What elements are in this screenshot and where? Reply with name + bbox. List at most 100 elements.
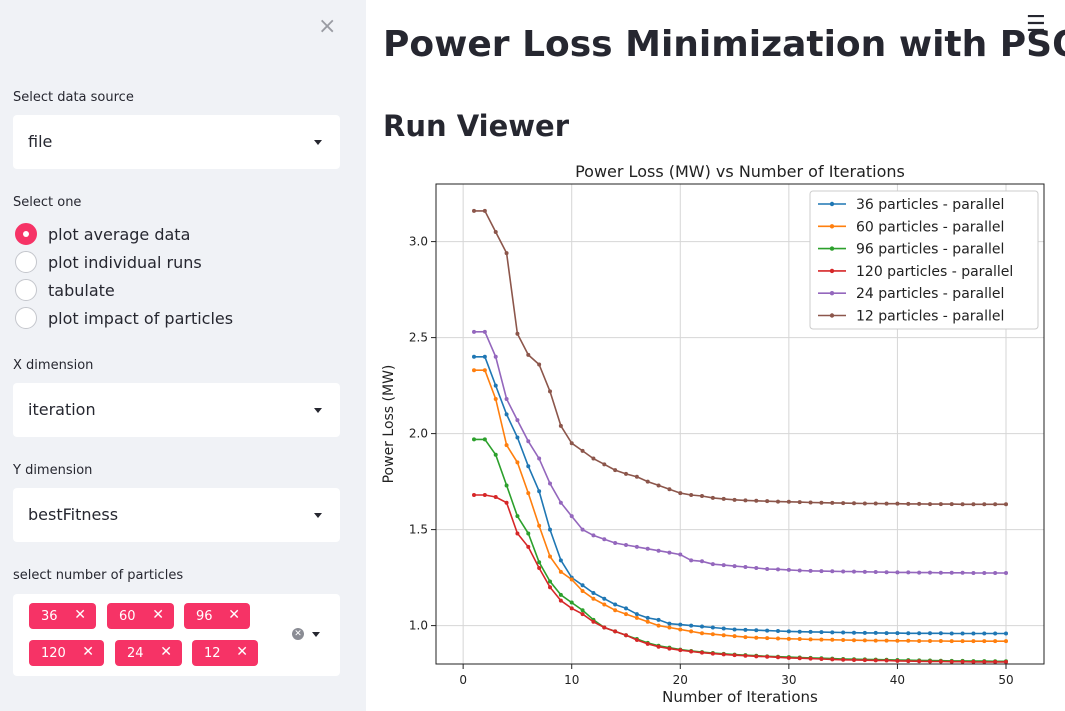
data-point <box>884 570 889 575</box>
data-point <box>472 208 476 213</box>
data-point <box>841 657 846 662</box>
close-sidebar-icon[interactable]: × <box>318 14 337 39</box>
legend-label: 60 particles - parallel <box>856 219 1004 235</box>
data-point <box>721 633 726 638</box>
data-point <box>591 590 596 595</box>
data-point <box>884 658 889 663</box>
data-point <box>624 612 628 617</box>
x-dimension-label: X dimension <box>13 358 94 373</box>
data-point <box>526 439 531 444</box>
data-point <box>634 615 639 620</box>
x-dimension-select[interactable]: iteration <box>13 383 340 437</box>
chart-grid <box>436 184 1044 664</box>
chevron-down-icon <box>314 140 322 145</box>
remove-tag-icon[interactable]: ✕ <box>236 644 248 660</box>
chevron-down-icon <box>314 513 322 518</box>
particle-tag-label: 24 <box>127 645 144 661</box>
data-point <box>960 631 965 636</box>
y-dimension-select[interactable]: bestFitness <box>13 488 340 542</box>
data-point <box>493 397 498 402</box>
data-point <box>971 631 976 636</box>
radio-unselected-icon[interactable] <box>15 307 37 329</box>
data-point <box>493 354 498 359</box>
data-point <box>928 659 932 664</box>
radio-plot-impact-of-particles[interactable]: plot impact of particles <box>15 306 233 330</box>
data-point <box>482 354 487 359</box>
data-point <box>754 498 759 503</box>
radio-plot-average-data[interactable]: plot average data <box>15 222 190 246</box>
data-point <box>797 568 802 573</box>
radio-unselected-icon[interactable] <box>15 279 37 301</box>
data-point <box>830 500 835 505</box>
clear-all-icon[interactable]: ✕ <box>292 628 304 640</box>
data-point <box>613 541 618 546</box>
data-point <box>852 569 856 574</box>
radio-plot-individual-runs[interactable]: plot individual runs <box>15 250 202 274</box>
data-point <box>895 570 900 575</box>
data-point <box>569 441 574 446</box>
data-point <box>580 527 585 532</box>
data-point <box>613 608 618 613</box>
data-point <box>993 502 998 507</box>
data-point <box>678 552 683 557</box>
remove-tag-icon[interactable]: ✕ <box>160 644 172 660</box>
data-point <box>754 635 759 640</box>
data-point <box>700 494 704 498</box>
data-point <box>591 533 596 538</box>
data-point <box>808 629 813 634</box>
data-point <box>667 550 672 555</box>
particles-multiselect[interactable]: 36 ✕ 60 ✕ 96 ✕ 120 ✕ 24 ✕ 12 ✕ ✕ <box>13 594 340 676</box>
data-point <box>830 630 835 635</box>
chevron-down-icon <box>314 408 322 413</box>
data-point <box>938 638 943 643</box>
data-point <box>558 598 563 603</box>
data-point <box>776 655 780 660</box>
particle-tag: 60 ✕ <box>107 603 174 629</box>
data-point <box>786 636 791 641</box>
hamburger-menu-icon[interactable]: ☰ <box>1026 12 1046 37</box>
data-point <box>634 612 639 617</box>
remove-tag-icon[interactable]: ✕ <box>74 607 86 623</box>
chevron-down-icon[interactable] <box>312 632 320 637</box>
data-point <box>884 638 889 643</box>
data-point <box>906 638 911 643</box>
data-point <box>819 657 824 662</box>
radio-unselected-icon[interactable] <box>15 251 37 273</box>
data-point <box>873 638 878 643</box>
data-point <box>852 501 856 506</box>
data-point <box>830 637 835 642</box>
y-tick-label: 2.5 <box>409 331 428 345</box>
data-point <box>786 567 791 572</box>
data-point <box>743 565 748 570</box>
remove-tag-icon[interactable]: ✕ <box>228 607 240 623</box>
data-point <box>504 443 509 448</box>
data-point <box>526 464 531 469</box>
data-point <box>689 558 694 563</box>
plot-frame <box>435 183 1045 665</box>
data-point <box>1004 631 1008 636</box>
chart-legend: 36 particles - parallel 60 particles - pa… <box>809 190 1039 330</box>
data-point <box>819 630 824 635</box>
data-point <box>917 631 922 636</box>
data-source-select[interactable]: file <box>13 115 340 169</box>
data-point <box>732 634 737 639</box>
data-point <box>852 630 856 635</box>
page-subheader: Run Viewer <box>383 109 570 143</box>
data-point <box>993 631 998 636</box>
remove-tag-icon[interactable]: ✕ <box>82 644 94 660</box>
data-point <box>808 656 813 661</box>
radio-selected-icon[interactable] <box>15 223 37 245</box>
remove-tag-icon[interactable]: ✕ <box>152 607 164 623</box>
legend-label: 24 particles - parallel <box>856 286 1004 302</box>
data-point <box>678 627 683 632</box>
data-point <box>580 589 585 594</box>
data-point <box>743 627 748 632</box>
x-tick-label: 40 <box>890 673 905 687</box>
data-point <box>602 537 607 542</box>
data-point <box>938 502 943 507</box>
data-point <box>634 638 639 642</box>
sidebar: × Select data source file Select one plo… <box>0 0 366 711</box>
particle-tag-label: 12 <box>204 645 221 661</box>
data-point <box>548 527 552 532</box>
radio-tabulate[interactable]: tabulate <box>15 278 115 302</box>
